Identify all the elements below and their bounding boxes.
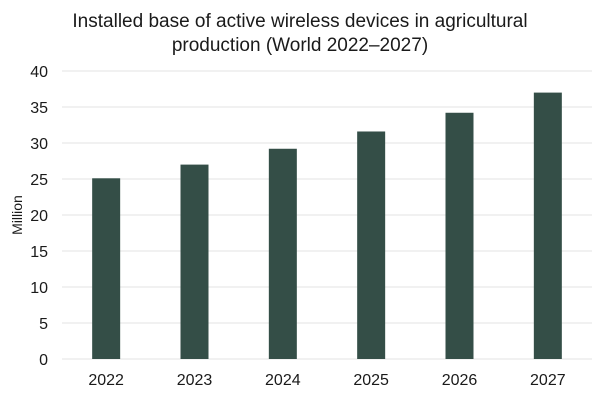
y-tick-label: 20 [30, 208, 48, 225]
y-tick-label: 40 [30, 64, 48, 81]
x-tick-labels: 2022 2023 2024 2025 2026 2027 [88, 372, 565, 389]
x-tick-label: 2022 [88, 372, 124, 389]
y-tick-label: 10 [30, 280, 48, 297]
x-tick-label: 2025 [353, 372, 389, 389]
grid-lines [62, 70, 592, 360]
y-tick-label: 15 [30, 244, 48, 261]
bar-2022 [92, 178, 121, 359]
bar-2026 [445, 112, 474, 359]
y-axis-label: Million [9, 195, 25, 235]
y-tick-label: 0 [39, 352, 48, 369]
bars [92, 92, 562, 359]
x-tick-label: 2023 [177, 372, 213, 389]
bar-2024 [268, 148, 297, 359]
bar-2027 [533, 92, 562, 359]
y-tick-label: 35 [30, 100, 48, 117]
chart-title: Installed base of active wireless device… [72, 11, 528, 56]
y-tick-label: 30 [30, 136, 48, 153]
y-tick-label: 25 [30, 172, 48, 189]
y-tick-label: 5 [39, 316, 48, 333]
bar-2023 [180, 164, 209, 359]
bar-2025 [357, 131, 386, 359]
x-tick-label: 2027 [530, 372, 566, 389]
x-tick-label: 2026 [442, 372, 478, 389]
y-tick-labels: 0 5 10 15 20 25 30 35 40 [30, 64, 48, 369]
x-tick-label: 2024 [265, 372, 301, 389]
